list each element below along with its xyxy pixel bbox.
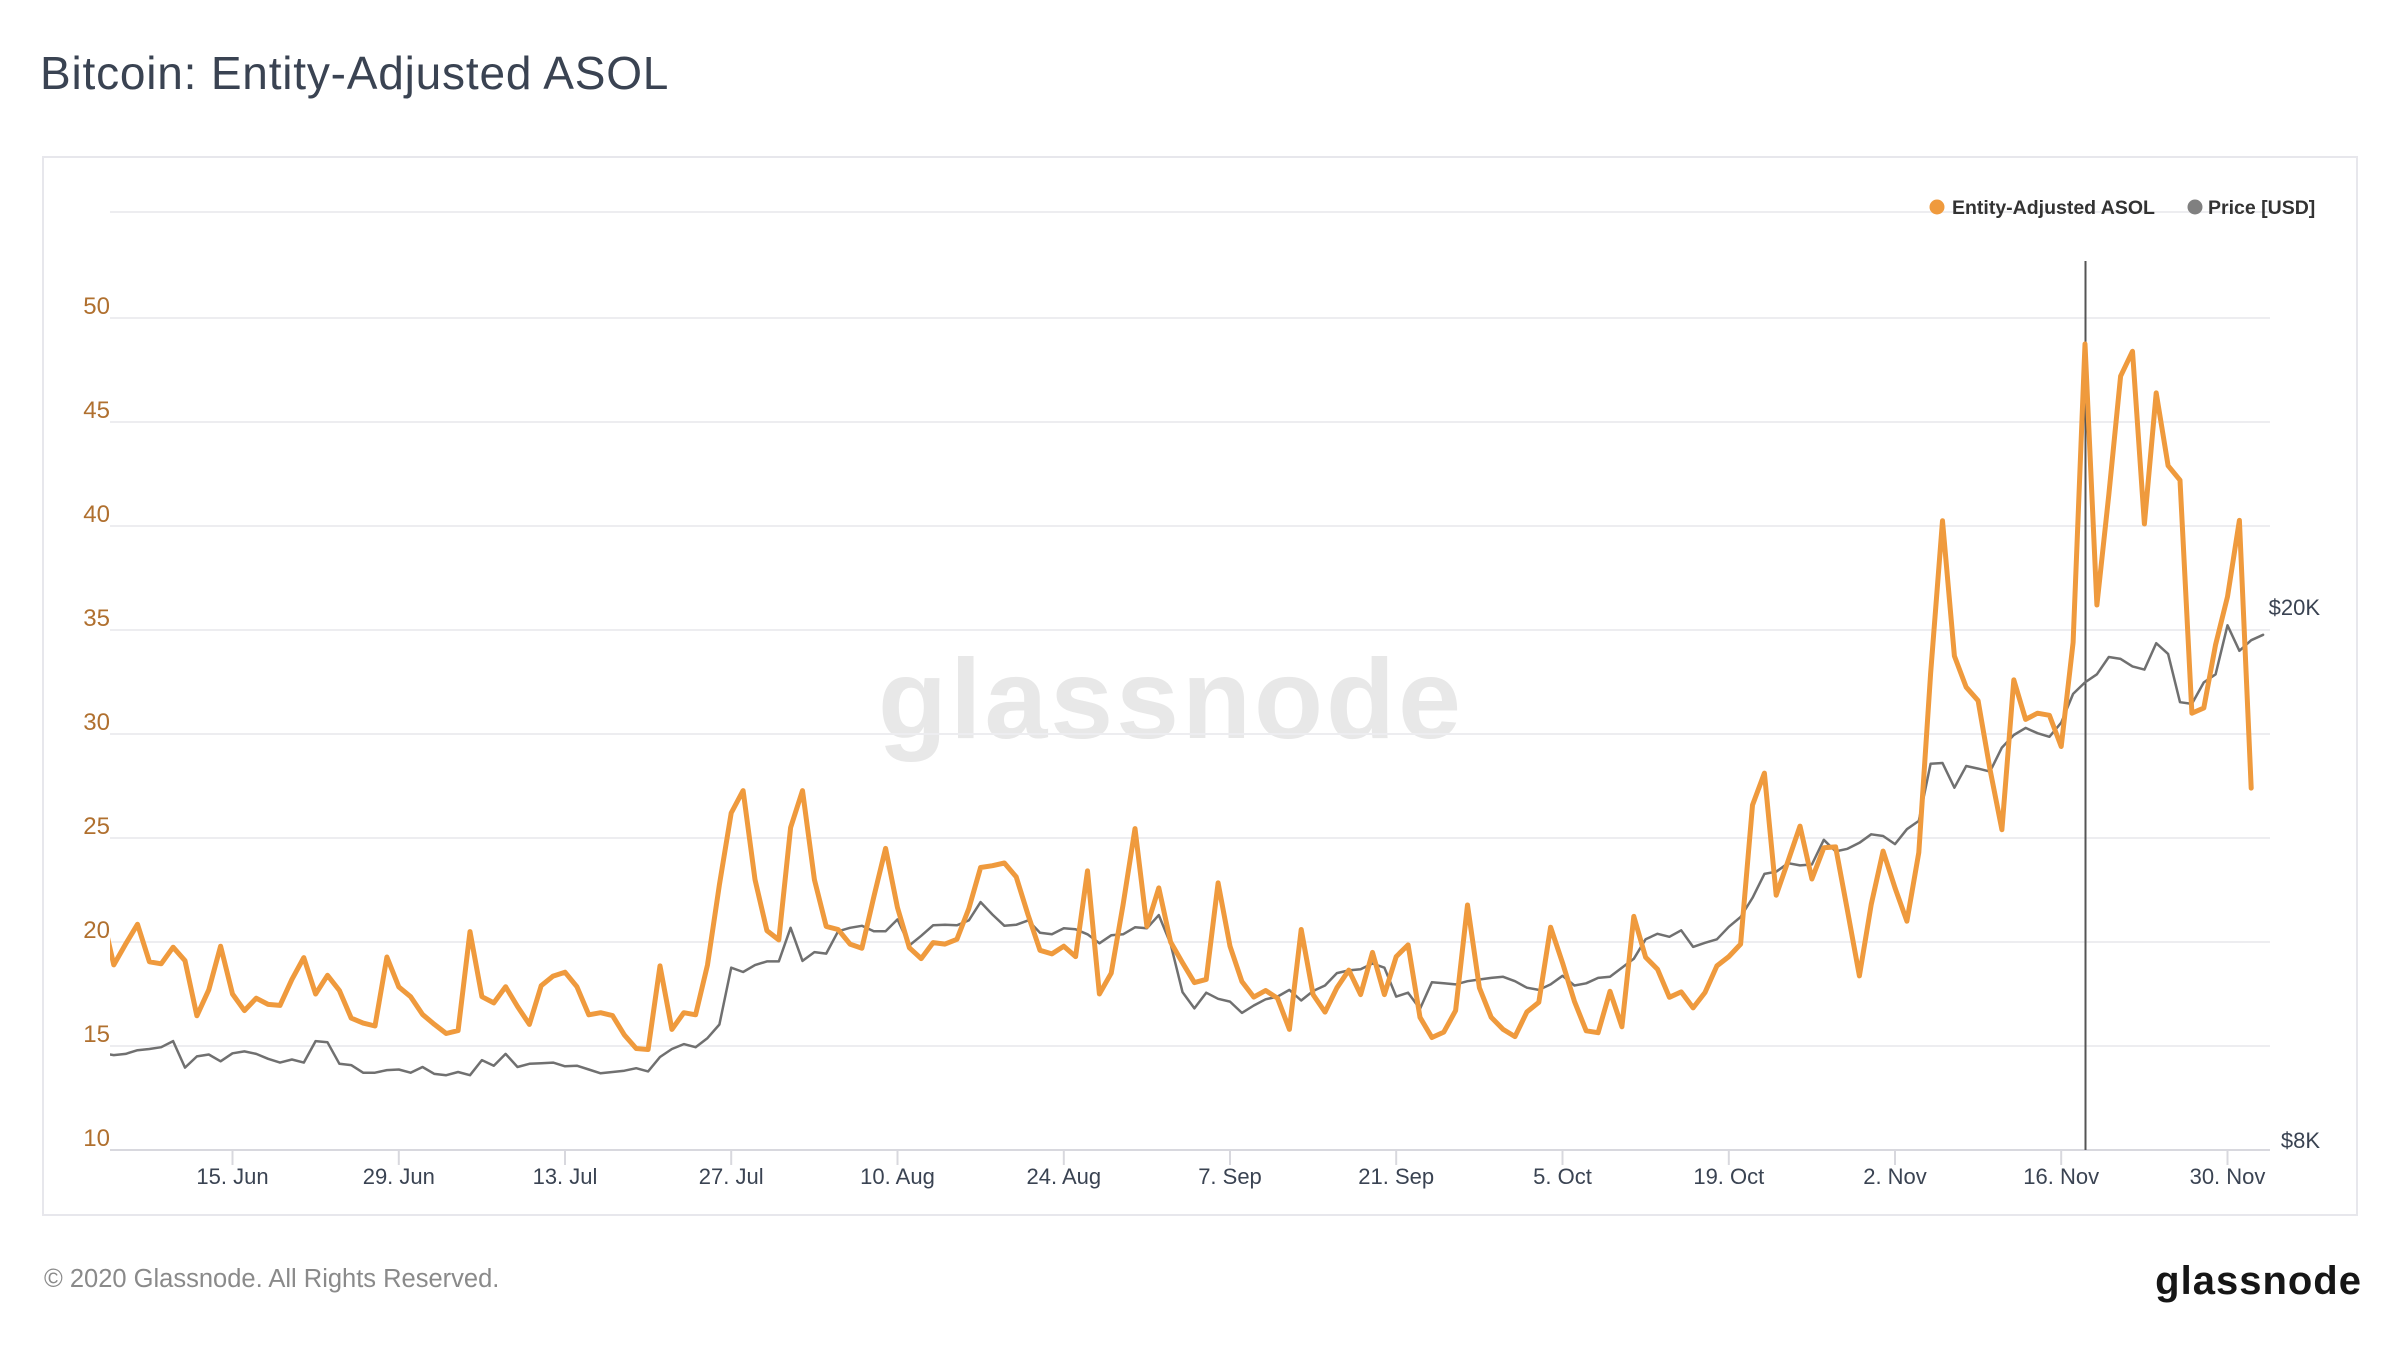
svg-text:10: 10 — [83, 1125, 110, 1152]
svg-text:glassnode: glassnode — [878, 636, 1464, 762]
svg-text:25: 25 — [83, 813, 110, 840]
svg-text:7. Sep: 7. Sep — [1198, 1164, 1262, 1189]
svg-text:$8K: $8K — [2281, 1128, 2320, 1153]
svg-text:30. Nov: 30. Nov — [2190, 1164, 2266, 1189]
svg-text:24. Aug: 24. Aug — [1026, 1164, 1101, 1189]
svg-text:$20K: $20K — [2269, 595, 2321, 620]
svg-text:13. Jul: 13. Jul — [533, 1164, 598, 1189]
svg-text:15. Jun: 15. Jun — [196, 1164, 268, 1189]
svg-text:© 2020 Glassnode. All Rights R: © 2020 Glassnode. All Rights Reserved. — [44, 1265, 499, 1293]
svg-text:29. Jun: 29. Jun — [363, 1164, 435, 1189]
svg-text:10. Aug: 10. Aug — [860, 1164, 935, 1189]
svg-text:Price [USD]: Price [USD] — [2208, 197, 2315, 219]
svg-text:35: 35 — [83, 605, 110, 632]
svg-text:21. Sep: 21. Sep — [1358, 1164, 1434, 1189]
svg-text:16. Nov: 16. Nov — [2023, 1164, 2099, 1189]
svg-text:Bitcoin: Entity-Adjusted ASOL: Bitcoin: Entity-Adjusted ASOL — [40, 47, 669, 99]
svg-text:Entity-Adjusted ASOL: Entity-Adjusted ASOL — [1952, 197, 2155, 219]
svg-text:27. Jul: 27. Jul — [699, 1164, 764, 1189]
svg-text:20: 20 — [83, 917, 110, 944]
svg-text:40: 40 — [83, 501, 110, 528]
svg-text:30: 30 — [83, 709, 110, 736]
svg-text:2. Nov: 2. Nov — [1863, 1164, 1927, 1189]
svg-text:glassnode: glassnode — [2155, 1259, 2362, 1303]
svg-text:19. Oct: 19. Oct — [1693, 1164, 1764, 1189]
svg-text:15: 15 — [83, 1021, 110, 1048]
svg-text:50: 50 — [83, 293, 110, 320]
svg-text:45: 45 — [83, 397, 110, 424]
svg-text:5. Oct: 5. Oct — [1533, 1164, 1592, 1189]
